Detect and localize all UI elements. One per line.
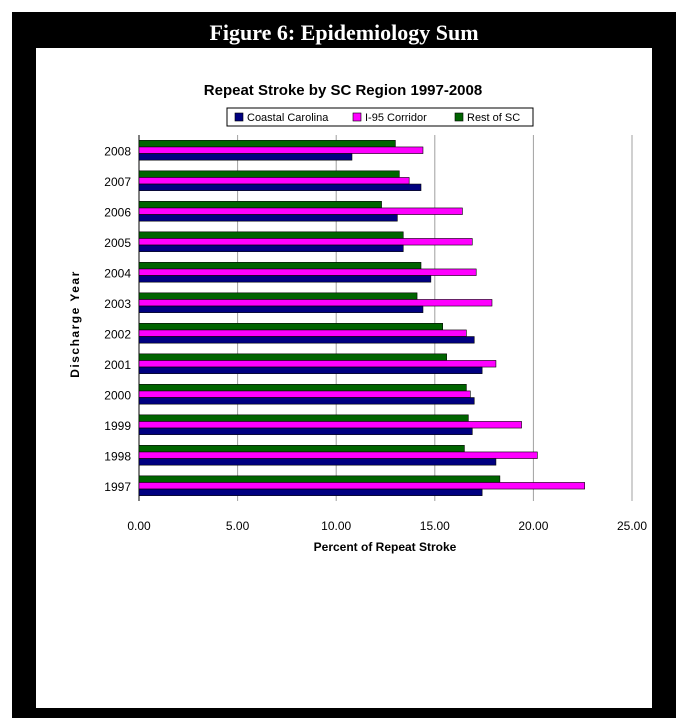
- bar-coastal-carolina-2008: [138, 153, 353, 161]
- bar-coastal-carolina-1997: [138, 488, 483, 496]
- legend-box: [226, 107, 534, 127]
- bar-coastal-carolina-1998: [138, 458, 497, 466]
- x-tick-label: 20.00: [518, 519, 548, 533]
- figure-frame: Figure 6: Epidemiology Sum Repeat Stroke…: [12, 12, 676, 718]
- bar-i-95-corridor-2006: [138, 207, 463, 215]
- legend-swatch: [454, 112, 464, 122]
- chart-title: Repeat Stroke by SC Region 1997-2008: [204, 82, 482, 99]
- bar-coastal-carolina-2004: [138, 275, 432, 283]
- legend-label: Rest of SC: [467, 112, 520, 124]
- bar-rest-of-sc-1997: [138, 475, 501, 483]
- chart-panel: Repeat Stroke by SC Region 1997-2008 Coa…: [36, 48, 652, 708]
- y-tick-label: 2006: [104, 205, 131, 219]
- bar-i-95-corridor-1997: [138, 482, 585, 490]
- x-tick-labels: 0.00 5.00 10.00 15.00 20.00 25.00: [127, 519, 647, 533]
- x-tick-label: 25.00: [617, 519, 647, 533]
- bar-i-95-corridor-2003: [138, 299, 493, 307]
- bar-rest-of-sc-2001: [138, 353, 447, 361]
- y-tick-label: 2008: [104, 144, 131, 158]
- bar-chart: Repeat Stroke by SC Region 1997-2008 Coa…: [68, 82, 647, 554]
- y-tick-label: 2002: [104, 327, 131, 341]
- bar-i-95-corridor-2001: [138, 360, 497, 368]
- figure-title: Figure 6: Epidemiology Sum: [209, 20, 479, 45]
- bar-rest-of-sc-2008: [138, 140, 396, 148]
- bar-coastal-carolina-2002: [138, 336, 475, 344]
- bar-coastal-carolina-2000: [138, 397, 475, 405]
- bar-i-95-corridor-2000: [138, 390, 471, 398]
- bar-i-95-corridor-2005: [138, 238, 473, 246]
- bars: [138, 140, 585, 496]
- y-tick-label: 1999: [104, 419, 131, 433]
- x-tick-label: 5.00: [226, 519, 250, 533]
- legend-swatch: [234, 112, 244, 122]
- bar-rest-of-sc-2005: [138, 231, 404, 239]
- bar-rest-of-sc-2004: [138, 262, 422, 270]
- y-tick-label: 2004: [104, 266, 131, 280]
- y-tick-label: 2003: [104, 297, 131, 311]
- bar-rest-of-sc-2006: [138, 201, 382, 209]
- legend-label: Coastal Carolina: [247, 112, 329, 124]
- x-tick-label: 15.00: [420, 519, 450, 533]
- bar-i-95-corridor-1999: [138, 421, 522, 429]
- bar-i-95-corridor-2007: [138, 177, 410, 185]
- y-tick-label: 1997: [104, 480, 131, 494]
- y-axis-label: Discharge Year: [68, 270, 82, 378]
- y-tick-labels: 2008 2007 2006 2005 2004 2003 2002 2001 2000 1999…: [104, 144, 131, 494]
- bar-i-95-corridor-1998: [138, 451, 538, 459]
- bar-i-95-corridor-2002: [138, 329, 467, 337]
- bar-i-95-corridor-2004: [138, 268, 477, 276]
- x-axis-label: Percent of Repeat Stroke: [314, 540, 457, 554]
- bar-rest-of-sc-1998: [138, 445, 465, 453]
- legend-swatch: [352, 112, 362, 122]
- bar-rest-of-sc-2003: [138, 292, 418, 300]
- bar-coastal-carolina-2001: [138, 366, 483, 374]
- bar-coastal-carolina-1999: [138, 427, 473, 435]
- y-tick-label: 2007: [104, 175, 131, 189]
- legend: Coastal Carolina I-95 Corridor Rest of SC: [226, 107, 534, 127]
- bar-coastal-carolina-2005: [138, 244, 404, 252]
- y-tick-label: 2001: [104, 358, 131, 372]
- bar-coastal-carolina-2007: [138, 183, 422, 191]
- bar-rest-of-sc-2007: [138, 170, 400, 178]
- y-tick-label: 2000: [104, 388, 131, 402]
- bar-rest-of-sc-2002: [138, 323, 443, 331]
- bar-i-95-corridor-2008: [138, 146, 424, 154]
- bar-rest-of-sc-1999: [138, 414, 469, 422]
- x-tick-label: 0.00: [127, 519, 151, 533]
- y-tick-label: 1998: [104, 449, 131, 463]
- legend-label: I-95 Corridor: [365, 112, 427, 124]
- gridlines: [138, 135, 633, 501]
- bar-coastal-carolina-2006: [138, 214, 398, 222]
- y-tick-label: 2005: [104, 236, 131, 250]
- x-tick-label: 10.00: [321, 519, 351, 533]
- bar-coastal-carolina-2003: [138, 305, 424, 313]
- bar-rest-of-sc-2000: [138, 384, 467, 392]
